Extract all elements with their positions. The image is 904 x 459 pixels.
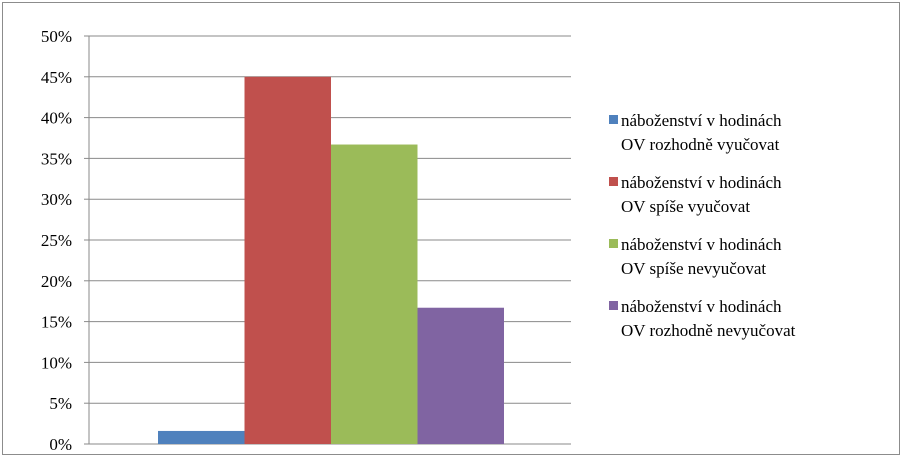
y-tick-label: 45% xyxy=(41,68,72,87)
y-tick-label: 10% xyxy=(41,353,72,372)
legend-label-2-line2: OV spíše vyučovat xyxy=(621,197,750,216)
legend-label-1-line1: náboženství v hodinách xyxy=(621,111,782,130)
y-tick-label: 30% xyxy=(41,190,72,209)
y-tick-label: 35% xyxy=(41,149,72,168)
bar-2 xyxy=(244,76,331,445)
legend-label-3-line1: náboženství v hodinách xyxy=(621,235,782,254)
bar-4 xyxy=(417,307,504,444)
y-tick-label: 5% xyxy=(49,394,72,413)
y-tick-label: 40% xyxy=(41,109,72,128)
legend-label-1-line2: OV rozhodně vyučovat xyxy=(621,135,780,154)
legend-swatch-1 xyxy=(609,115,618,124)
legend-label-4-line2: OV rozhodně nevyučovat xyxy=(621,321,796,340)
legend: náboženství v hodinách OV rozhodně vyučov… xyxy=(609,111,796,340)
y-tick-label: 50% xyxy=(41,27,72,46)
legend-label-2-line1: náboženství v hodinách xyxy=(621,173,782,192)
legend-swatch-3 xyxy=(609,239,618,248)
bar-3 xyxy=(331,144,418,444)
y-tick-label: 0% xyxy=(49,435,72,454)
y-tick-label: 15% xyxy=(41,313,72,332)
bar-1 xyxy=(158,430,245,444)
bars xyxy=(158,76,504,445)
y-tick-label: 25% xyxy=(41,231,72,250)
legend-label-4-line1: náboženství v hodinách xyxy=(621,297,782,316)
legend-label-3-line2: OV spíše nevyučovat xyxy=(621,259,766,278)
legend-swatch-2 xyxy=(609,177,618,186)
y-axis: 0% 5% 10% 15% 20% 25% 30% 35% 40% 45% 50% xyxy=(41,27,90,454)
legend-swatch-4 xyxy=(609,301,618,310)
y-tick-label: 20% xyxy=(41,272,72,291)
